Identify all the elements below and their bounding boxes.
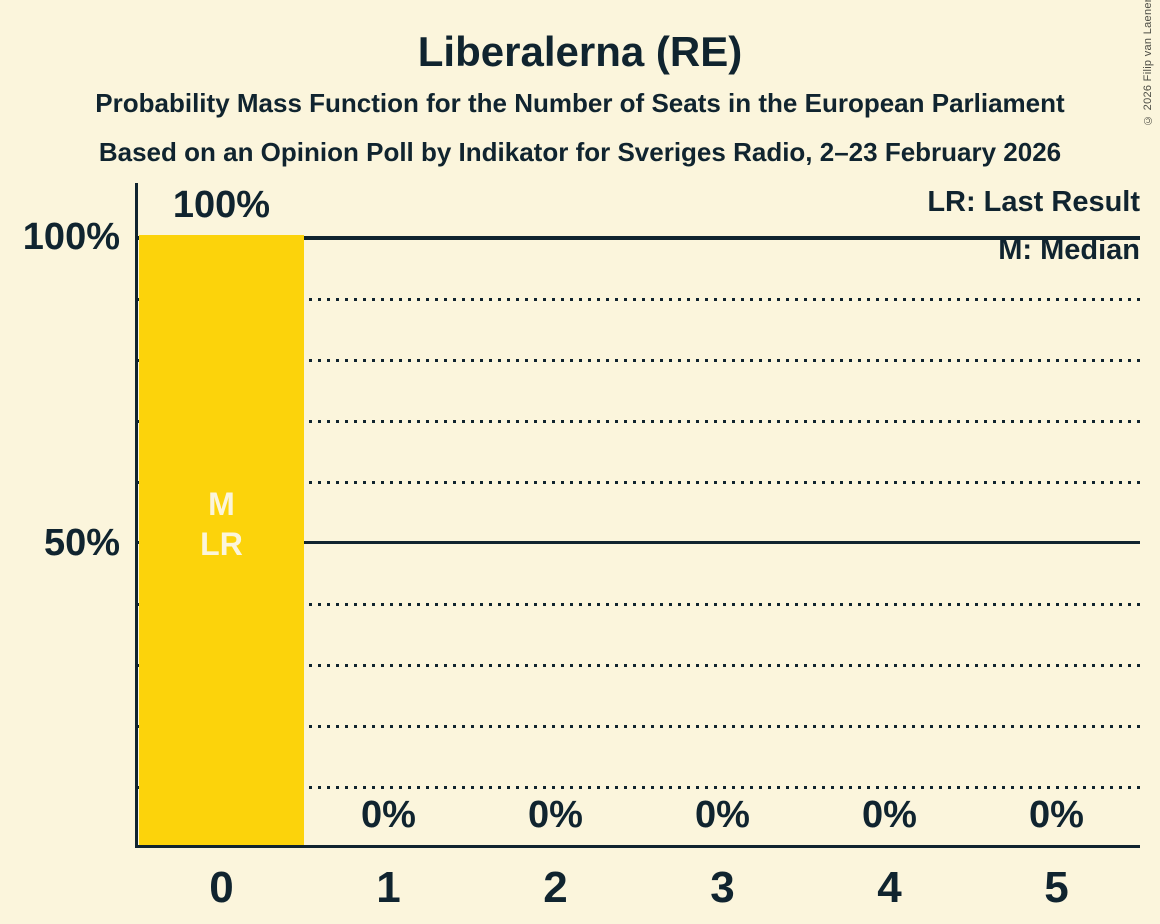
copyright-notice: © 2026 Filip van Laenen <box>1142 0 1154 126</box>
gridline-100pct <box>138 236 1140 240</box>
bar-slot-seat-4: 0% <box>806 180 973 845</box>
bar-value-label: 0% <box>1029 794 1084 836</box>
plot-area: M LR 100% 0% 0% 0% 0% 0% <box>135 183 1140 848</box>
gridline-60pct <box>138 481 1140 484</box>
y-axis-label-100: 100% <box>22 216 120 258</box>
x-axis: 0 1 2 3 4 5 <box>138 863 1140 913</box>
bar <box>139 235 304 845</box>
x-tick-label-4: 4 <box>877 863 902 912</box>
bar-slot-seat-3: 0% <box>639 180 806 845</box>
bar-slot-seat-1: 0% <box>305 180 472 845</box>
subtitle-line-1: Probability Mass Function for the Number… <box>95 88 1065 118</box>
gridline-80pct <box>138 359 1140 362</box>
median-last-result-marker: M LR <box>138 484 305 564</box>
gridline-40pct <box>138 603 1140 606</box>
gridline-10pct <box>138 786 1140 789</box>
x-tick-label-2: 2 <box>543 863 568 912</box>
gridline-20pct <box>138 725 1140 728</box>
x-tick-label-0: 0 <box>209 863 234 912</box>
x-tick-label-5: 5 <box>1044 863 1069 912</box>
bar-value-label: 0% <box>695 794 750 836</box>
last-result-marker: LR <box>200 526 243 562</box>
gridline-30pct <box>138 664 1140 667</box>
bar-value-label: 100% <box>172 184 271 226</box>
bar-value-label: 0% <box>361 794 416 836</box>
gridline-70pct <box>138 420 1140 423</box>
gridline-50pct <box>138 541 1140 544</box>
median-marker: M <box>208 486 235 522</box>
page-title: Liberalerna (RE) <box>417 28 743 75</box>
bar-slot-seat-0: M LR 100% <box>138 180 305 845</box>
x-tick-label-1: 1 <box>376 863 401 912</box>
y-axis-label-50: 50% <box>43 522 120 564</box>
bar-value-label: 0% <box>528 794 583 836</box>
bar-slot-seat-2: 0% <box>472 180 639 845</box>
subtitle-line-2: Based on an Opinion Poll by Indikator fo… <box>98 137 1062 167</box>
bar-slot-seat-5: 0% <box>973 180 1140 845</box>
gridline-90pct <box>138 298 1140 301</box>
x-tick-label-3: 3 <box>710 863 735 912</box>
bar-value-label: 0% <box>862 794 917 836</box>
legend-last-result: LR: Last Result <box>927 186 1140 218</box>
